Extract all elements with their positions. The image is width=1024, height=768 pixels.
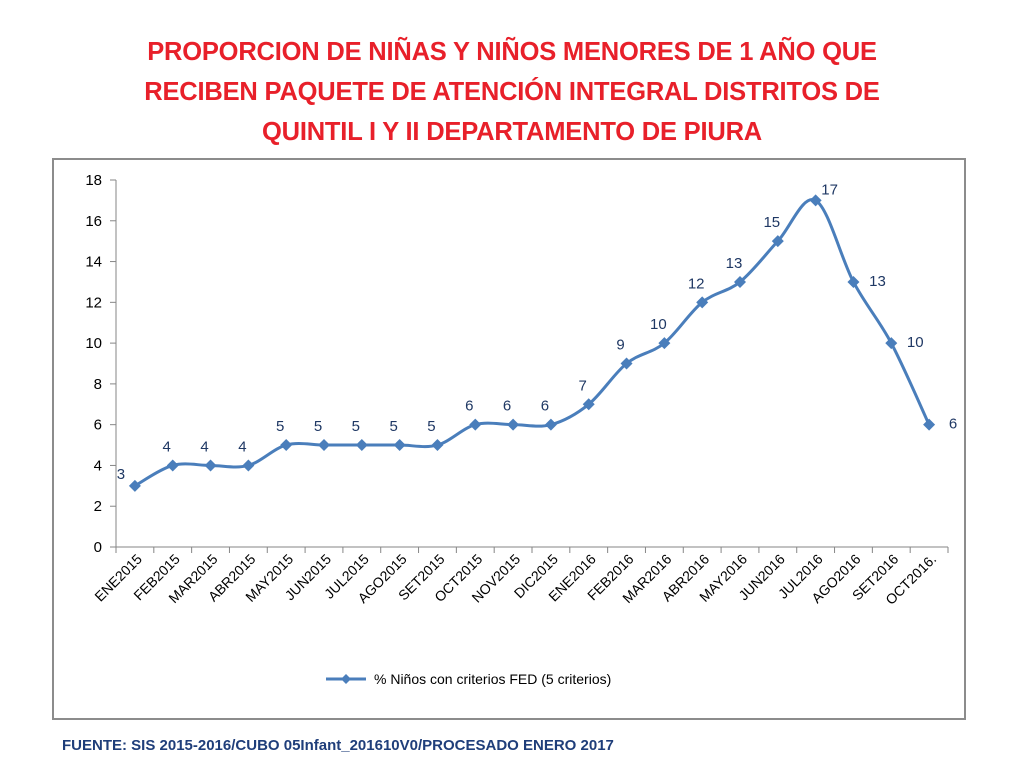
data-label: 15 [763,214,780,231]
data-point [847,275,860,288]
data-label: 13 [726,255,743,272]
data-label: 6 [465,398,473,415]
y-tick-label: 10 [85,335,102,352]
data-label: 4 [238,438,246,455]
data-point [507,418,520,431]
data-point [280,439,293,452]
source-note: FUENTE: SIS 2015-2016/CUBO 05Infant_2016… [62,737,614,754]
data-point [204,459,217,472]
line-chart: 024681012141618ENE2015FEB2015MAR2015ABR2… [85,172,957,687]
data-label: 13 [869,273,886,290]
chart-title-line: PROPORCION DE NIÑAS Y NIÑOS MENORES DE 1… [147,38,877,66]
data-label: 5 [352,418,360,435]
chart-title-line: RECIBEN PAQUETE DE ATENCIÓN INTEGRAL DIS… [144,78,880,106]
data-point [734,275,746,288]
y-tick-label: 16 [85,213,102,230]
legend-label: % Niños con criterios FED (5 criterios) [374,671,611,687]
data-label: 10 [650,316,667,333]
y-tick-label: 18 [85,172,102,189]
y-tick-label: 8 [94,376,102,393]
y-tick-label: 14 [85,254,102,271]
data-point [885,337,898,350]
data-point [393,439,406,452]
data-point [355,439,368,452]
data-point [696,296,709,309]
data-label: 4 [200,438,208,455]
y-tick-label: 6 [94,417,102,434]
data-label: 10 [907,334,924,351]
data-point [469,418,482,431]
data-point [318,439,330,452]
data-point [431,439,444,452]
data-label: 6 [503,398,511,415]
series-line [134,198,931,488]
data-label: 5 [389,418,397,435]
chart-title-line: QUINTIL I Y II DEPARTAMENTO DE PIURA [261,118,763,146]
data-point [128,479,141,492]
y-tick-label: 12 [85,294,102,311]
data-label: 3 [117,466,125,483]
data-label: 6 [949,416,957,433]
y-tick-label: 0 [94,539,102,556]
data-label: 5 [276,418,284,435]
data-point [544,418,557,431]
data-label: 4 [163,438,171,455]
chart-title: PROPORCION DE NIÑAS Y NIÑOS MENORES DE 1… [40,32,984,152]
data-point [771,235,784,248]
data-point [242,459,255,472]
data-label: 6 [541,398,549,415]
data-point [658,337,671,350]
data-point [582,398,595,411]
data-point [166,459,179,472]
data-point [809,194,822,207]
data-point [923,418,936,431]
legend-marker [341,674,351,684]
y-tick-label: 2 [94,498,102,515]
data-label: 12 [688,275,705,292]
data-label: 9 [616,337,624,354]
chart-area: 0 2 4 6 8 10 12 14 16 18 ENE2015 FEB2015 MAR2015 ABR2… [52,158,966,720]
y-tick-label: 4 [94,457,102,474]
data-label: 7 [579,377,587,394]
data-label: 17 [821,181,838,198]
data-point [620,357,633,370]
data-label: 5 [314,418,322,435]
data-label: 5 [427,418,435,435]
